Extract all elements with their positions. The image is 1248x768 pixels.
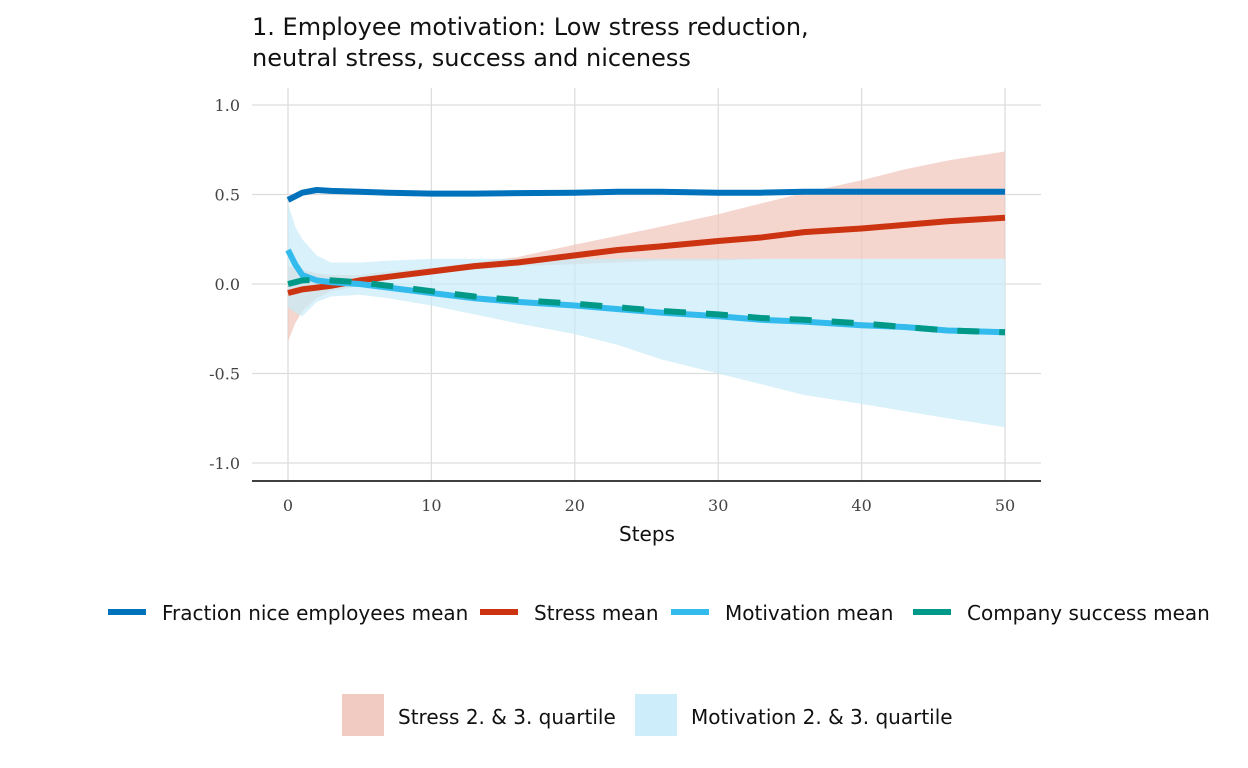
x-tick-label: 50: [995, 496, 1015, 515]
motivation-quartile-band: [288, 203, 1005, 428]
y-tick-label: 1.0: [215, 96, 240, 115]
chart-title: 1. Employee motivation: Low stress reduc…: [252, 13, 809, 72]
legend-band-label: Motivation 2. & 3. quartile: [691, 705, 953, 729]
x-tick-label: 20: [565, 496, 585, 515]
fraction-nice-line: [286, 187, 1005, 203]
series-lines: [285, 187, 1006, 336]
x-tick-label: 10: [421, 496, 441, 515]
legend-band-swatch: [342, 694, 384, 736]
x-tick-labels: 0 10 20 30 40 50: [283, 496, 1015, 515]
legend-series: Fraction nice employees mean Stress mean M…: [108, 601, 1210, 625]
x-axis-title: Steps: [619, 522, 675, 546]
legend-label: Stress mean: [534, 601, 659, 625]
company-success-line: [287, 276, 1006, 336]
y-tick-label: -0.5: [209, 365, 240, 384]
x-tick-label: 30: [708, 496, 728, 515]
legend-stress-quartile: Stress 2. & 3. quartile: [342, 694, 616, 736]
legend-motivation-mean: Motivation mean: [671, 601, 893, 625]
legend-label: Company success mean: [967, 601, 1210, 625]
chart-title-line-2: neutral stress, success and niceness: [252, 44, 691, 72]
legend-label: Fraction nice employees mean: [162, 601, 468, 625]
x-tick-label: 0: [283, 496, 293, 515]
y-tick-label: 0.0: [215, 275, 240, 294]
x-tick-label: 40: [851, 496, 871, 515]
stress-mean-line: [287, 214, 1006, 296]
legend-motivation-quartile: Motivation 2. & 3. quartile: [635, 694, 953, 736]
legend-fraction-nice: Fraction nice employees mean: [108, 601, 468, 625]
legend-stress-mean: Stress mean: [480, 601, 659, 625]
legend-label: Motivation mean: [725, 601, 893, 625]
chart-title-line-1: 1. Employee motivation: Low stress reduc…: [252, 13, 809, 41]
legend-bands: Stress 2. & 3. quartile Motivation 2. & 3…: [342, 694, 953, 736]
legend-band-swatch: [635, 694, 677, 736]
y-tick-labels: -1.0 -0.5 0.0 0.5 1.0: [209, 96, 240, 473]
y-tick-label: -1.0: [209, 454, 240, 473]
legend-company-success: Company success mean: [913, 601, 1210, 625]
legend-band-label: Stress 2. & 3. quartile: [398, 705, 616, 729]
y-tick-label: 0.5: [215, 186, 240, 205]
